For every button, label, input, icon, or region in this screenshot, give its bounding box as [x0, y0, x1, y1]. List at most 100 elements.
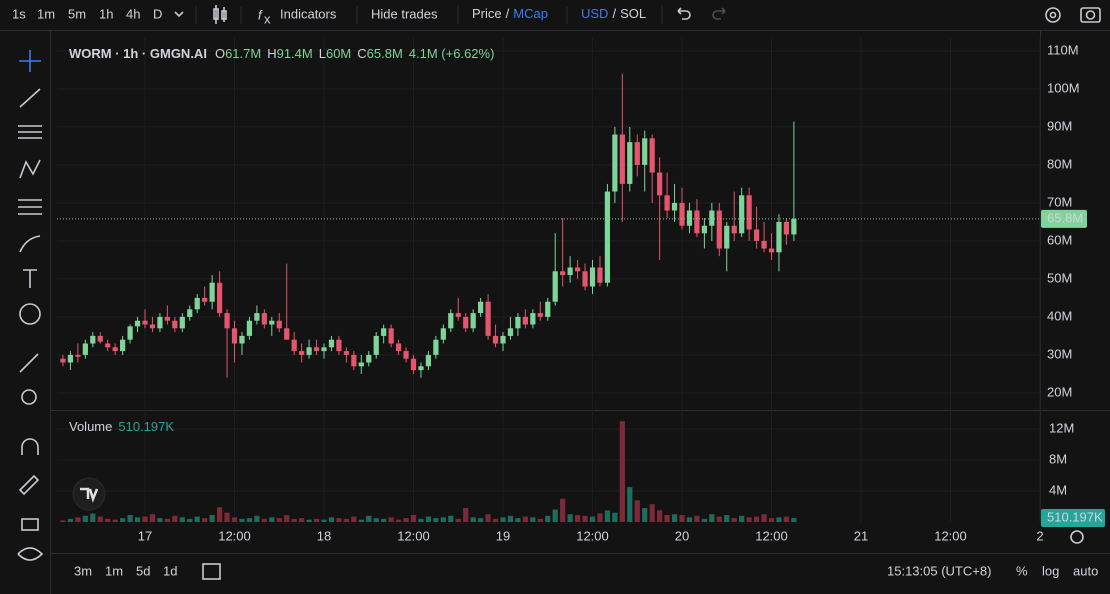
magnet-tool[interactable] [21, 438, 39, 455]
x-tick-label: 12:00 [755, 528, 788, 543]
candle-body [336, 339, 342, 352]
ruler-tool[interactable] [19, 353, 39, 373]
volume-bar [112, 519, 118, 522]
brush-tool[interactable] [19, 235, 41, 253]
date-range-icon[interactable] [202, 563, 221, 580]
candle-body [187, 309, 193, 317]
candle-body [739, 195, 745, 234]
y-tick-label: 20M [1047, 384, 1072, 399]
settings-icon[interactable] [1049, 11, 1057, 19]
volume-bar [261, 518, 267, 522]
percent-toggle[interactable]: % [1016, 563, 1028, 578]
draw-mode-tool[interactable] [18, 474, 40, 496]
candle-body [366, 354, 372, 363]
range-button[interactable]: 1d [163, 563, 177, 578]
candle-body [164, 316, 170, 321]
candle-body [530, 313, 536, 325]
interval-button[interactable]: 1h [99, 6, 113, 21]
settings-icon[interactable] [1045, 7, 1061, 23]
volume-bar [127, 515, 133, 522]
volume-bar [284, 515, 290, 522]
candle-body [507, 328, 514, 336]
candle-body [112, 347, 118, 352]
candle-body [254, 313, 260, 321]
candle-body [343, 351, 349, 355]
pattern-tool[interactable] [19, 159, 41, 179]
volume-bar [657, 510, 663, 522]
text-tool[interactable] [23, 269, 37, 288]
candle-body [157, 316, 163, 329]
interval-button[interactable]: D [153, 6, 162, 21]
candle-body [239, 335, 245, 344]
interval-button[interactable]: 4h [126, 6, 140, 21]
volume-bar [82, 515, 88, 522]
undo-icon[interactable] [677, 7, 691, 20]
lock-tool[interactable] [21, 518, 39, 531]
emoji-tool[interactable] [19, 303, 41, 325]
fx-icon[interactable]: x [264, 11, 271, 26]
volume-bar [574, 515, 581, 522]
dropdown-icon[interactable] [174, 11, 184, 18]
volume-bar [753, 516, 760, 522]
volume-bar [455, 518, 461, 522]
range-button[interactable]: 1m [105, 563, 123, 578]
auto-toggle[interactable]: auto [1073, 563, 1098, 578]
range-button[interactable]: 5d [136, 563, 150, 578]
y-tick-label: 40M [1047, 308, 1072, 323]
screenshot-icon[interactable] [1085, 10, 1096, 20]
volume-legend: Volume 510.197K [69, 419, 174, 434]
visibility-tool[interactable] [17, 547, 44, 561]
interval-button[interactable]: 5m [68, 6, 86, 21]
candle-body [358, 362, 364, 367]
redo-icon[interactable] [712, 7, 726, 20]
interval-button[interactable]: 1m [37, 6, 55, 21]
candle-body [134, 320, 141, 327]
chart-legend: WORM · 1h · GMGN.AI O61.7M H91.4M L60M C65.8… [69, 46, 494, 61]
volume-bar [664, 515, 670, 522]
fx-icon[interactable]: f [258, 7, 263, 22]
hide-trades-button[interactable]: Hide trades [371, 6, 438, 21]
volume-bar [358, 519, 364, 522]
candle-body [261, 313, 267, 325]
log-toggle[interactable]: log [1042, 563, 1059, 578]
price-option[interactable]: Price [472, 6, 502, 21]
candle-body [142, 320, 148, 325]
volume-bar [149, 514, 156, 522]
projection-tool[interactable] [18, 199, 42, 215]
x-tick-label: 20 [675, 528, 689, 543]
candle-body [373, 335, 379, 355]
volume-bar [634, 500, 640, 522]
candle-body [269, 320, 275, 325]
volume-bar [701, 518, 707, 522]
crosshair-tool[interactable] [19, 50, 41, 72]
candle-body [75, 354, 81, 357]
line-tool[interactable] [19, 88, 41, 108]
volume-bar [746, 517, 752, 522]
mcap-option[interactable]: MCap [513, 6, 548, 21]
chart-type-icon[interactable] [213, 5, 227, 24]
candle-body [209, 282, 215, 302]
screenshot-icon[interactable] [1080, 7, 1101, 23]
candle-body [463, 316, 469, 329]
indicators-button[interactable]: Indicators [280, 6, 337, 21]
interval-button[interactable]: 1s [12, 6, 26, 21]
sol-option[interactable]: SOL [620, 6, 646, 21]
x-tick-label: 19 [496, 528, 510, 543]
usd-option[interactable]: USD [581, 6, 608, 21]
currency-toggle[interactable]: USD / SOL [581, 6, 646, 21]
x-tick-label: 12:00 [576, 528, 609, 543]
volume-bar [172, 515, 178, 522]
x-tick-label: 12:00 [218, 528, 251, 543]
range-button[interactable]: 3m [74, 563, 92, 578]
zoom-tool[interactable] [21, 389, 37, 405]
legend-label: H [267, 46, 276, 61]
fib-tool[interactable] [18, 125, 42, 139]
settings-icon[interactable] [1070, 530, 1084, 544]
price-toggle[interactable]: Price / MCap [472, 6, 548, 21]
candle-body [522, 316, 528, 325]
logo[interactable] [80, 487, 99, 503]
volume-bar [791, 518, 797, 522]
volume-bar [67, 518, 74, 522]
candle-body [455, 313, 461, 317]
candle-body [448, 313, 454, 329]
